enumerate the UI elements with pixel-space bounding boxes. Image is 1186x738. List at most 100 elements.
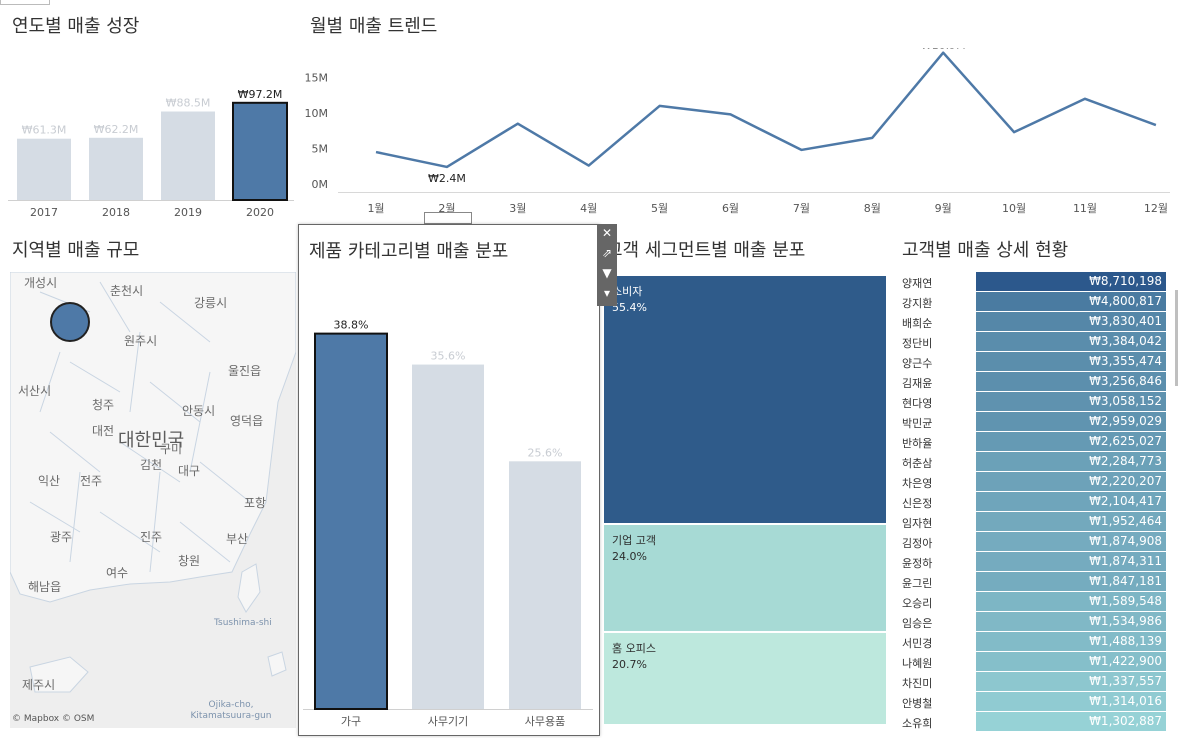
table-row[interactable]: 오승리 ₩1,589,548 xyxy=(897,592,1167,612)
table-row[interactable]: 안병철 ₩1,314,016 xyxy=(897,692,1167,712)
customer-table-scrollbar[interactable] xyxy=(1175,290,1178,386)
map-city-label: 광주 xyxy=(50,530,73,544)
table-row[interactable]: 임승은 ₩1,534,986 xyxy=(897,612,1167,632)
map-city-label: 영덕읍 xyxy=(230,414,264,428)
open-icon[interactable]: ⇗ xyxy=(601,246,613,260)
monthly-point[interactable] xyxy=(373,149,379,155)
yearly-bar[interactable] xyxy=(232,101,288,201)
customer-name: 강지환 xyxy=(902,297,933,310)
yearly-bar[interactable] xyxy=(89,137,143,200)
table-row[interactable]: 임자현 ₩1,952,464 xyxy=(897,512,1167,532)
monthly-point[interactable] xyxy=(1011,129,1017,135)
map-city-label: 해남읍 xyxy=(28,580,62,594)
filter-icon[interactable]: ▼ xyxy=(602,266,612,280)
yearly-bar-label: ₩62.2M xyxy=(94,123,139,136)
monthly-line-chart[interactable]: 0M 5M 10M 15M 1월 2월 3월 4월 5월 6월 7월 8월 9월 10월 11월 12월 ₩18… xyxy=(300,48,1180,224)
customer-name: 오승리 xyxy=(902,597,933,610)
category-bar[interactable] xyxy=(412,364,484,709)
monthly-x-tick: 4월 xyxy=(580,202,597,215)
table-row[interactable]: 양근수 ₩3,355,474 xyxy=(897,352,1167,372)
monthly-point[interactable] xyxy=(798,147,804,153)
table-row[interactable]: 차은영 ₩2,220,207 xyxy=(897,472,1167,492)
segment-treemap[interactable]: 소비자 55.4% 기업 고객 24.0% 홈 오피스 20.7% xyxy=(604,276,886,726)
customer-name: 서민경 xyxy=(902,637,933,650)
monthly-point[interactable] xyxy=(728,111,734,117)
yearly-bar-chart[interactable]: ₩61.3M 2017 ₩62.2M 2018 ₩88.5M 2019 ₩97.2M 2020 xyxy=(8,48,294,224)
yearly-x-tick: 2018 xyxy=(102,206,130,219)
customer-sales-value: ₩1,302,887 xyxy=(976,712,1166,731)
table-row[interactable]: 소유희 ₩1,302,887 xyxy=(897,712,1167,732)
category-x-tick: 사무용품 xyxy=(525,715,565,728)
category-bar-chart[interactable]: 38.8% 가구 35.6% 사무기기 25.6% 사무용품 xyxy=(303,281,593,731)
map-city-label: 울진읍 xyxy=(228,364,262,378)
monthly-x-tick: 6월 xyxy=(722,202,739,215)
segment-cell[interactable]: 홈 오피스 20.7% xyxy=(604,633,886,724)
yearly-x-tick: 2019 xyxy=(174,206,202,219)
monthly-y-tick: 5M xyxy=(312,143,329,156)
customer-name: 윤정하 xyxy=(902,557,933,570)
table-row[interactable]: 현다영 ₩3,058,152 xyxy=(897,392,1167,412)
region-map[interactable]: 개성시 춘천시 강릉시 원주시 울진읍 서산시 청주 안동시 영덕읍 대전 대한… xyxy=(10,272,296,728)
map-attribution: © Mapbox © OSM xyxy=(12,714,95,724)
table-row[interactable]: 양재연 ₩8,710,198 xyxy=(897,272,1167,292)
monthly-x-tick: 1월 xyxy=(367,202,384,215)
table-row[interactable]: 나혜원 ₩1,422,900 xyxy=(897,652,1167,672)
table-row[interactable]: 정단비 ₩3,384,042 xyxy=(897,332,1167,352)
monthly-y-tick: 0M xyxy=(312,178,329,191)
panel-move-handle[interactable] xyxy=(424,212,472,224)
table-row[interactable]: 차진미 ₩1,337,557 xyxy=(897,672,1167,692)
monthly-point[interactable] xyxy=(586,163,592,169)
category-bar[interactable] xyxy=(509,461,581,709)
yearly-bar[interactable] xyxy=(161,111,215,201)
close-icon[interactable]: ✕ xyxy=(601,226,613,240)
monthly-x-tick: 5월 xyxy=(651,202,668,215)
monthly-point[interactable] xyxy=(1082,96,1088,102)
map-city-label: 제주시 xyxy=(22,678,56,692)
yearly-bar[interactable] xyxy=(17,138,71,200)
segment-cell[interactable]: 기업 고객 24.0% xyxy=(604,525,886,631)
table-row[interactable]: 배희순 ₩3,830,401 xyxy=(897,312,1167,332)
segment-sales-title: 고객 세그먼트별 매출 분포 xyxy=(606,240,806,261)
customer-sales-value: ₩1,847,181 xyxy=(976,572,1166,591)
customer-sales-table[interactable]: 양재연 ₩8,710,198 강지환 ₩4,800,817 배희순 ₩3,830,401 정… xyxy=(897,272,1177,734)
monthly-sales-line[interactable] xyxy=(375,51,1157,169)
table-row[interactable]: 신은정 ₩2,104,417 xyxy=(897,492,1167,512)
map-city-label: 포항 xyxy=(244,496,267,510)
monthly-point[interactable] xyxy=(1153,122,1159,128)
monthly-point[interactable] xyxy=(657,103,663,109)
table-row[interactable]: 반하율 ₩2,625,027 xyxy=(897,432,1167,452)
monthly-annotation: ₩2.4M xyxy=(428,172,466,185)
map-city-label: 대전 xyxy=(92,424,115,438)
category-bar[interactable] xyxy=(314,332,388,711)
map-city-label: 창원 xyxy=(178,554,201,568)
table-row[interactable]: 허춘삼 ₩2,284,773 xyxy=(897,452,1167,472)
monthly-point[interactable] xyxy=(444,164,450,170)
category-panel[interactable]: 제품 카테고리별 매출 분포 38.8% 가구 35.6% 사무기기 25.6% 사무용품 xyxy=(298,224,600,736)
seoul-sales-marker[interactable] xyxy=(50,302,90,342)
segment-cell[interactable]: 소비자 55.4% xyxy=(604,276,886,523)
customer-sales-value: ₩3,384,042 xyxy=(976,332,1166,351)
table-row[interactable]: 강지환 ₩4,800,817 xyxy=(897,292,1167,312)
customer-name: 정단비 xyxy=(902,337,933,350)
customer-sales-value: ₩2,104,417 xyxy=(976,492,1166,511)
yearly-sales-title: 연도별 매출 성장 xyxy=(12,16,140,37)
map-city-label: 청주 xyxy=(92,398,115,412)
customer-sales-value: ₩1,337,557 xyxy=(976,672,1166,691)
map-city-label: 여수 xyxy=(106,566,129,580)
table-row[interactable]: 윤정하 ₩1,874,311 xyxy=(897,552,1167,572)
table-row[interactable]: 박민균 ₩2,959,029 xyxy=(897,412,1167,432)
category-bar-label: 35.6% xyxy=(431,350,466,363)
map-city-label: 구미 xyxy=(160,442,183,456)
more-options-icon[interactable]: ▾ xyxy=(603,286,611,300)
customer-sales-value: ₩1,314,016 xyxy=(976,692,1166,711)
monthly-point[interactable] xyxy=(869,135,875,141)
customer-sales-value: ₩3,830,401 xyxy=(976,312,1166,331)
monthly-point[interactable] xyxy=(515,121,521,127)
table-row[interactable]: 윤그린 ₩1,847,181 xyxy=(897,572,1167,592)
table-row[interactable]: 김재윤 ₩3,256,846 xyxy=(897,372,1167,392)
monthly-x-tick: 8월 xyxy=(864,202,881,215)
table-row[interactable]: 김정아 ₩1,874,908 xyxy=(897,532,1167,552)
top-tab-stub[interactable] xyxy=(0,0,50,5)
table-row[interactable]: 서민경 ₩1,488,139 xyxy=(897,632,1167,652)
yearly-bar-label: ₩88.5M xyxy=(166,97,211,110)
